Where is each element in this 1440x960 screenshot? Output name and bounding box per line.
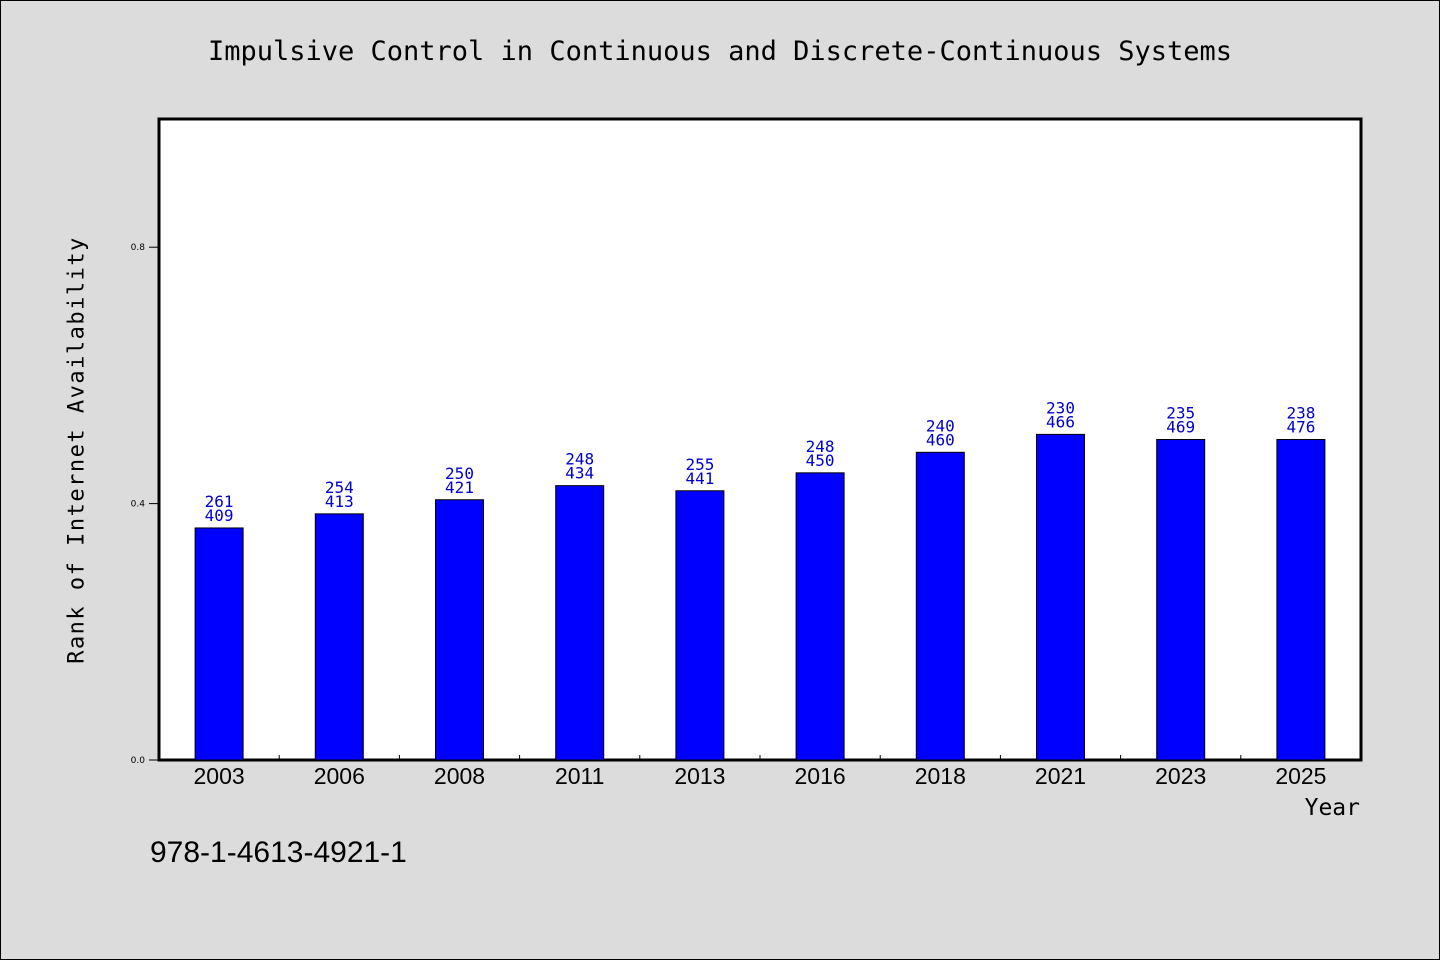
bar-label-bottom: 409	[205, 506, 234, 525]
bar-label-bottom: 469	[1166, 418, 1195, 437]
bar-label-top: 250	[445, 464, 474, 483]
x-axis: 2003 2006 2008 2011 2013 2016 2018 2021 2023 2025	[194, 755, 1326, 789]
bar	[1276, 439, 1326, 761]
x-axis-label: Year	[1304, 795, 1360, 821]
x-tick-label: 2018	[915, 763, 966, 789]
y-tick-label: 0.4	[131, 500, 146, 510]
x-tick-label: 2003	[194, 763, 245, 789]
bar-label-top: 238	[1286, 404, 1315, 423]
bar-label-top: 248	[565, 450, 594, 469]
x-tick-label: 2008	[434, 763, 485, 789]
bar-label-top: 255	[685, 455, 714, 474]
y-tick-label: 0.0	[131, 756, 146, 766]
bar-label-bottom: 441	[685, 469, 714, 488]
bar	[1036, 433, 1085, 761]
bar-label-bottom: 434	[565, 464, 594, 483]
x-tick-label: 2013	[674, 763, 725, 789]
bar-label-top: 230	[1046, 398, 1075, 417]
bar	[915, 451, 965, 761]
x-tick-label: 2025	[1275, 763, 1326, 789]
chart-title: Impulsive Control in Continuous and Disc…	[207, 36, 1233, 67]
x-tick-label: 2023	[1155, 763, 1206, 789]
bar-label-top: 248	[806, 437, 835, 456]
bar-label-top: 254	[325, 478, 354, 497]
bar-label-bottom: 476	[1286, 418, 1315, 437]
bar	[435, 499, 484, 761]
bar-label-top: 261	[205, 492, 234, 511]
bar-label-bottom: 421	[445, 478, 474, 497]
y-axis: 0.0 0.4 0.8	[131, 243, 159, 766]
bar-label-bottom: 466	[1046, 412, 1075, 431]
y-tick-label: 0.8	[131, 243, 146, 253]
x-tick-label: 2016	[795, 763, 846, 789]
x-tick-label: 2021	[1035, 763, 1086, 789]
x-tick-label: 2006	[314, 763, 365, 789]
bar	[314, 513, 364, 761]
x-tick-label: 2011	[555, 763, 604, 789]
bar	[675, 490, 725, 761]
bar-label-bottom: 450	[806, 451, 835, 470]
bar	[194, 527, 244, 761]
bar-label-top: 240	[926, 416, 955, 435]
bar	[795, 472, 845, 761]
bar	[1156, 439, 1206, 761]
bar-label-bottom: 460	[926, 430, 955, 449]
bar	[555, 485, 605, 761]
bar-label-bottom: 413	[325, 492, 354, 511]
bar-label-top: 235	[1166, 404, 1195, 423]
isbn-text: 978-1-4613-4921-1	[150, 836, 407, 869]
